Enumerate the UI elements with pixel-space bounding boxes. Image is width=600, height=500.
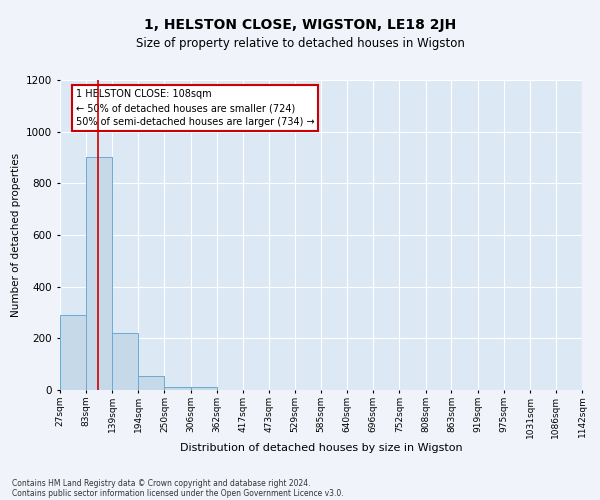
Text: Contains HM Land Registry data © Crown copyright and database right 2024.: Contains HM Land Registry data © Crown c…	[12, 478, 311, 488]
Text: 1 HELSTON CLOSE: 108sqm
← 50% of detached houses are smaller (724)
50% of semi-d: 1 HELSTON CLOSE: 108sqm ← 50% of detache…	[76, 90, 314, 128]
Bar	[86, 158, 112, 390]
X-axis label: Distribution of detached houses by size in Wigston: Distribution of detached houses by size …	[179, 443, 463, 453]
Text: Contains public sector information licensed under the Open Government Licence v3: Contains public sector information licen…	[12, 488, 344, 498]
Bar	[112, 333, 138, 390]
Y-axis label: Number of detached properties: Number of detached properties	[11, 153, 20, 317]
Bar	[191, 388, 217, 390]
Text: 1, HELSTON CLOSE, WIGSTON, LE18 2JH: 1, HELSTON CLOSE, WIGSTON, LE18 2JH	[144, 18, 456, 32]
Bar	[164, 388, 191, 390]
Text: Size of property relative to detached houses in Wigston: Size of property relative to detached ho…	[136, 38, 464, 51]
Bar	[60, 315, 86, 390]
Bar	[138, 376, 164, 390]
